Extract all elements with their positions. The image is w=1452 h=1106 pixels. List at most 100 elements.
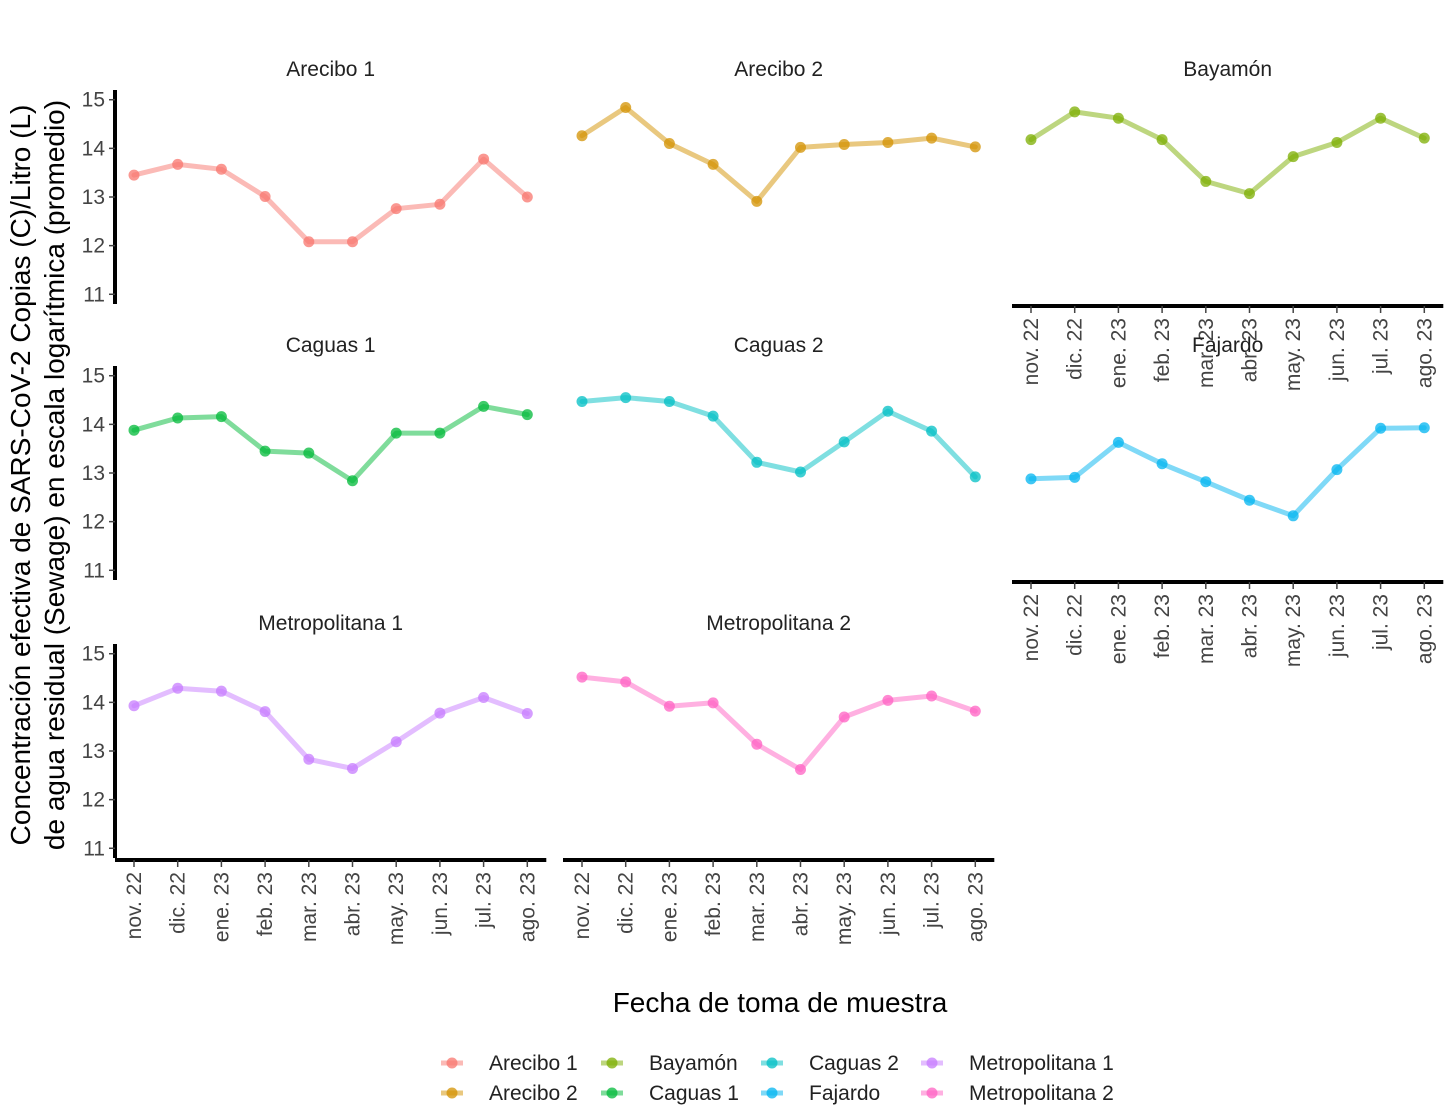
x-tick-label-fajardo-1: dic. 22: [1064, 594, 1087, 656]
data-point-bayamon-5: [1244, 188, 1255, 200]
y-tick-label-arecibo-1-15: 15: [82, 89, 105, 112]
data-point-arecibo-1-9: [521, 191, 533, 203]
data-point-caguas-2-5: [795, 466, 806, 478]
series-line-arecibo-2: [579, 105, 978, 204]
x-tick-label-fajardo-4: mar. 23: [1195, 594, 1218, 664]
x-tick-label-metropolitana-2-3: feb. 23: [702, 872, 725, 936]
data-point-caguas-2-0: [576, 396, 588, 408]
data-point-arecibo-1-1: [172, 158, 184, 170]
data-point-arecibo-1-6: [390, 203, 402, 215]
data-point-fajardo-7: [1331, 464, 1343, 476]
data-point-caguas-2-6: [838, 436, 850, 448]
data-point-fajardo-0: [1025, 473, 1037, 485]
series-line-metropolitana-1: [131, 685, 530, 771]
x-tick-label-metropolitana-2-0: nov. 22: [571, 872, 594, 939]
data-point-metropolitana-1-6: [390, 736, 402, 748]
x-tick-label-bayamon-1: dic. 22: [1064, 318, 1087, 380]
x-tick-label-metropolitana-1-0: nov. 22: [123, 872, 146, 939]
legend-label-metropolitana-2: Metropolitana 2: [969, 1082, 1114, 1105]
panel-title-arecibo-1: Arecibo 1: [286, 58, 375, 81]
data-point-metropolitana-1-1: [172, 682, 184, 694]
x-tick-label-metropolitana-1-2: ene. 23: [210, 872, 233, 942]
data-point-fajardo-8: [1375, 422, 1387, 434]
data-point-metropolitana-2-0: [576, 671, 588, 683]
data-point-caguas-1-8: [478, 400, 490, 412]
data-point-arecibo-2-9: [969, 141, 981, 153]
data-point-metropolitana-2-6: [838, 711, 850, 723]
data-point-caguas-2-8: [926, 425, 938, 437]
data-point-metropolitana-2-8: [926, 690, 938, 702]
legend-key-point-caguas-1: [606, 1087, 618, 1099]
x-tick-label-bayamon-3: feb. 23: [1151, 318, 1174, 382]
data-point-arecibo-2-4: [751, 195, 763, 207]
panel-title-metropolitana-1: Metropolitana 1: [258, 612, 403, 635]
x-tick-label-fajardo-9: ago. 23: [1413, 594, 1436, 664]
data-point-caguas-1-1: [172, 412, 184, 424]
data-point-arecibo-2-5: [795, 141, 806, 153]
x-tick-label-metropolitana-2-2: ene. 23: [658, 872, 681, 942]
x-tick-label-metropolitana-1-4: mar. 23: [298, 872, 321, 942]
legend-label-caguas-2: Caguas 2: [809, 1052, 899, 1075]
x-tick-label-metropolitana-2-7: jun. 23: [877, 872, 900, 936]
data-point-arecibo-2-0: [576, 130, 588, 142]
y-tick-label-metropolitana-1-15: 15: [82, 643, 105, 666]
y-tick-label-caguas-1-11: 11: [83, 559, 105, 582]
data-point-metropolitana-1-5: [347, 763, 358, 775]
panel-title-fajardo: Fajardo: [1192, 334, 1263, 357]
x-tick-label-metropolitana-1-8: jul. 23: [473, 872, 496, 929]
x-tick-label-metropolitana-1-6: may. 23: [385, 872, 408, 945]
data-point-arecibo-2-6: [838, 138, 850, 150]
legend-key-point-caguas-2: [766, 1057, 778, 1069]
series-line-fajardo: [1028, 425, 1427, 519]
data-point-caguas-2-7: [882, 405, 894, 417]
y-axis-title-line-2: de agua residual (Sewage) en escala loga…: [39, 100, 70, 850]
legend-key-point-metropolitana-1: [926, 1057, 938, 1069]
panel-title-arecibo-2: Arecibo 2: [734, 58, 823, 81]
data-point-arecibo-2-1: [620, 102, 632, 114]
data-point-arecibo-1-5: [347, 236, 358, 248]
data-point-metropolitana-2-7: [882, 694, 894, 706]
data-point-metropolitana-1-8: [478, 692, 490, 703]
x-tick-label-bayamon-6: may. 23: [1282, 318, 1305, 391]
data-point-metropolitana-1-9: [521, 708, 533, 720]
data-point-bayamon-0: [1025, 134, 1037, 146]
y-tick-label-arecibo-1-11: 11: [83, 283, 105, 306]
x-tick-label-metropolitana-2-4: mar. 23: [746, 872, 769, 942]
x-tick-label-metropolitana-2-6: may. 23: [833, 872, 856, 945]
x-tick-label-metropolitana-2-1: dic. 22: [615, 872, 638, 934]
y-tick-label-arecibo-1-12: 12: [82, 235, 105, 258]
series-line-caguas-2: [579, 395, 978, 480]
x-tick-label-bayamon-5: abr. 23: [1239, 318, 1262, 382]
x-tick-label-metropolitana-1-5: abr. 23: [342, 872, 365, 936]
data-point-arecibo-1-0: [128, 169, 140, 181]
data-point-bayamon-1: [1069, 106, 1081, 118]
data-point-arecibo-2-7: [882, 137, 894, 149]
data-point-metropolitana-2-5: [795, 763, 806, 775]
data-point-metropolitana-1-2: [215, 685, 227, 697]
legend-label-arecibo-1: Arecibo 1: [489, 1052, 578, 1075]
legend-key-point-fajardo: [766, 1087, 778, 1099]
data-point-fajardo-1: [1069, 471, 1081, 483]
data-point-metropolitana-2-9: [969, 705, 981, 717]
legend-key-point-arecibo-1: [446, 1057, 458, 1069]
data-point-arecibo-2-2: [663, 138, 675, 149]
data-point-caguas-2-9: [969, 471, 981, 483]
data-point-fajardo-3: [1156, 458, 1168, 470]
x-tick-label-bayamon-0: nov. 22: [1020, 318, 1043, 385]
data-point-caguas-1-9: [521, 409, 533, 421]
data-point-arecibo-2-3: [707, 158, 719, 170]
legend-label-arecibo-2: Arecibo 2: [489, 1082, 578, 1105]
data-point-arecibo-1-4: [303, 236, 315, 248]
data-point-metropolitana-2-3: [707, 697, 719, 709]
data-point-arecibo-1-7: [434, 198, 446, 210]
legend-label-bayamon: Bayamón: [649, 1052, 738, 1075]
series-line-caguas-1: [131, 403, 530, 484]
panel-title-metropolitana-2: Metropolitana 2: [706, 612, 851, 635]
data-point-caguas-2-2: [663, 396, 675, 408]
legend-label-fajardo: Fajardo: [809, 1082, 880, 1105]
data-point-fajardo-6: [1287, 510, 1299, 522]
data-point-bayamon-2: [1112, 112, 1124, 124]
y-tick-label-metropolitana-1-13: 13: [82, 740, 105, 763]
